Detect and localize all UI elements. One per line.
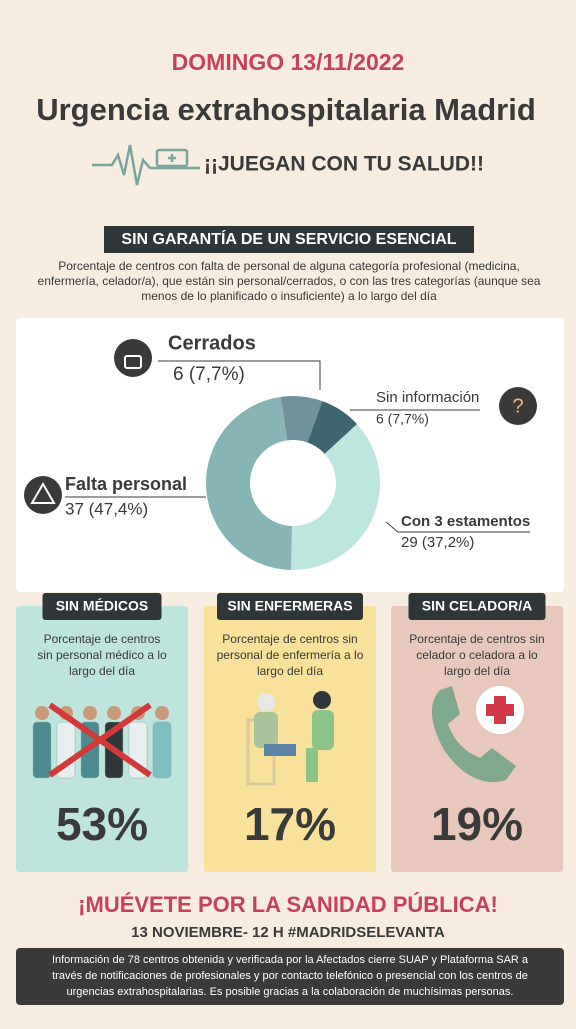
card-text: largo del día	[257, 664, 323, 678]
card-label: SIN MÉDICOS	[56, 598, 149, 614]
donut-slice	[206, 396, 292, 570]
donut-slice	[290, 424, 380, 570]
cross	[48, 702, 152, 778]
patient-icon	[254, 712, 278, 748]
call-to-action: ¡MUÉVETE POR LA SANIDAD PÚBLICA!	[78, 892, 498, 917]
title: Urgencia extrahospitalaria Madrid	[36, 92, 536, 127]
donut-slice	[280, 396, 323, 443]
ecg-icon	[92, 144, 200, 186]
description: menos de lo planificado o insuficiente) …	[141, 289, 437, 303]
warning-icon	[30, 482, 56, 504]
date: DOMINGO 13/11/2022	[172, 49, 405, 75]
doctor-icon	[107, 706, 121, 720]
card-text: Porcentaje de centros sin	[409, 632, 544, 646]
card-label: SIN CELADOR/A	[422, 598, 532, 614]
donut	[206, 396, 380, 570]
slice-value-label: 29 (37,2%)	[401, 534, 474, 551]
illustrations	[32, 686, 524, 786]
nurse-icon	[312, 710, 334, 750]
question-icon	[499, 387, 537, 425]
warning-icon	[24, 476, 62, 514]
info-text: Información de 78 centros obtenida y ver…	[52, 954, 529, 966]
event: 13 NOVIEMBRE- 12 H #MADRIDSELEVANTA	[131, 924, 445, 941]
slice-value-label: 37 (47,4%)	[65, 499, 148, 518]
card-text: sin personal médico a lo	[37, 648, 167, 662]
lock-icon	[114, 339, 152, 377]
lock-icon	[124, 355, 142, 369]
cards: SIN MÉDICOS Porcentaje de centros sin pers…	[16, 593, 563, 872]
card-percent: 17%	[244, 798, 336, 850]
donut-slice	[307, 401, 358, 454]
nurse-icon	[306, 748, 318, 782]
description: Porcentaje de centros con falta de perso…	[58, 259, 520, 273]
card-label-box	[408, 593, 546, 620]
slice-label: Falta personal	[65, 474, 187, 494]
doctor-icon	[83, 706, 97, 720]
patient-icon	[264, 744, 296, 756]
card-text: Porcentaje de centros sin	[222, 632, 357, 646]
question-icon: ?	[512, 395, 523, 417]
doctor-icon	[155, 706, 169, 720]
slice-label: Con 3 estamentos	[401, 513, 530, 530]
heading-box	[104, 226, 474, 253]
info-text: través de notificaciones de profesionale…	[52, 970, 528, 982]
leader-line	[385, 521, 530, 533]
info-box	[16, 948, 564, 1005]
slogan: ¡¡JUEGAN CON TU SALUD!!	[204, 153, 484, 176]
slice-label: Cerrados	[168, 332, 256, 354]
doctor-icon	[152, 721, 172, 779]
card-label-box	[217, 593, 363, 620]
description: enfermería, celador/a), que están sin pe…	[38, 274, 541, 288]
card-text: largo del día	[69, 664, 135, 678]
patient-icon	[257, 693, 275, 711]
doctor-icon	[32, 721, 52, 779]
card	[391, 606, 563, 872]
card-text: largo del día	[444, 664, 510, 678]
card-text: Porcentaje de centros	[44, 632, 161, 646]
card-percent: 19%	[431, 798, 523, 850]
slice-value-label: 6 (7,7%)	[173, 364, 245, 385]
section-heading: SIN GARANTÍA DE UN SERVICIO ESENCIAL	[121, 229, 456, 248]
card-text: personal de enfermería a lo	[217, 648, 364, 662]
card-label: SIN ENFERMERAS	[227, 598, 352, 614]
card	[204, 606, 376, 872]
card-percent: 53%	[56, 798, 148, 850]
card-label-box	[42, 593, 162, 620]
card-text: celador o celadora a lo	[416, 648, 538, 662]
cross-badge	[486, 704, 514, 716]
slice-label: Sin información	[376, 389, 479, 406]
chart-card	[16, 318, 564, 592]
doctor-icon	[35, 706, 49, 720]
slice-value-label: 6 (7,7%)	[376, 411, 429, 427]
leader-line	[158, 360, 321, 390]
phone-icon	[431, 686, 516, 782]
info-text: urgencias extrahospitalarias. Es posible…	[67, 986, 514, 998]
nurse-icon	[313, 691, 331, 709]
